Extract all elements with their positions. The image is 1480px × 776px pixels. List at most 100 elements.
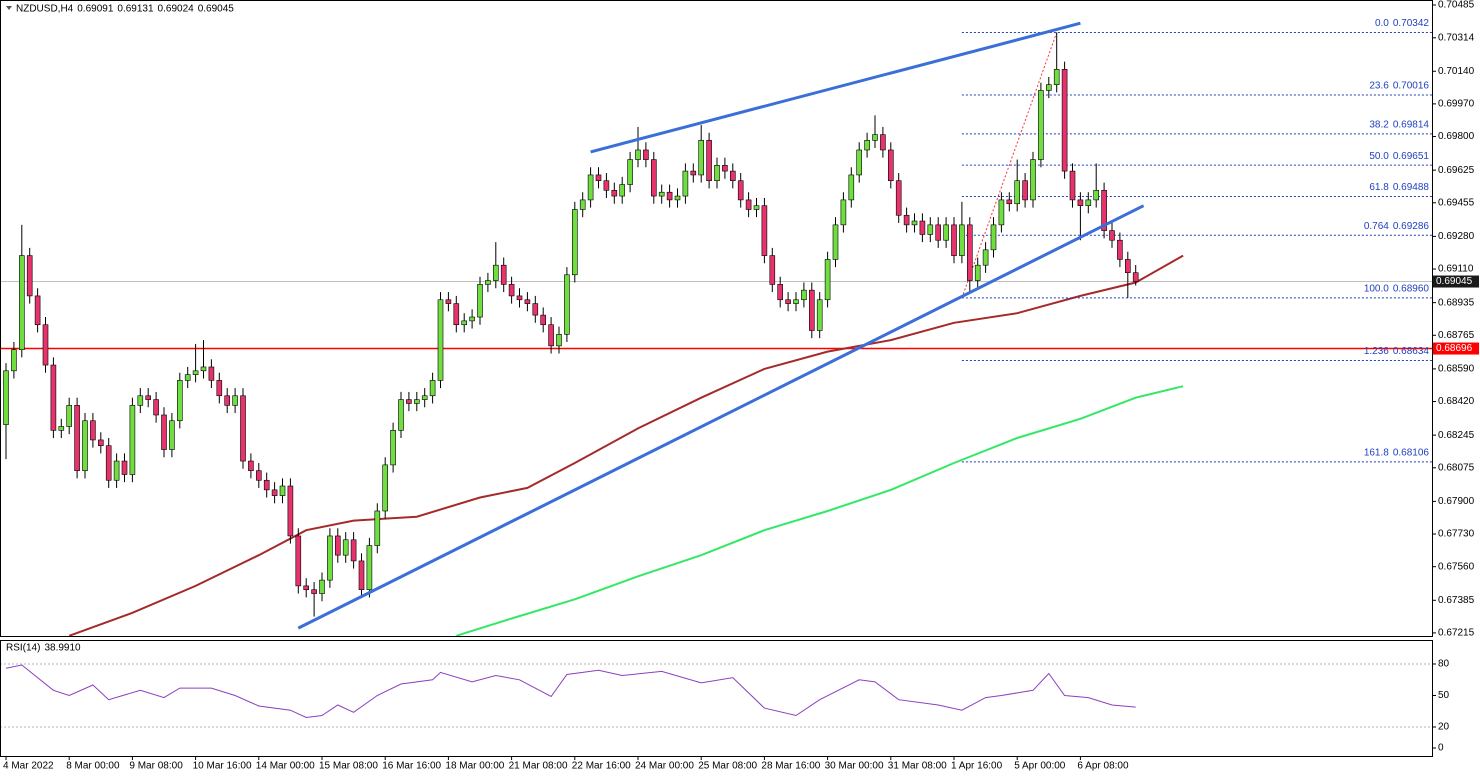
fib-value: 0.68960 xyxy=(1393,283,1430,294)
fib-level-label: 23.6 xyxy=(1369,81,1389,92)
candle-body xyxy=(872,134,878,141)
candle-body xyxy=(1053,69,1060,85)
candle-body xyxy=(714,165,720,181)
candle-body xyxy=(1069,170,1076,201)
candle-body xyxy=(1061,69,1068,172)
x-tick-label: 30 Mar 00:00 xyxy=(825,761,884,772)
candle-body xyxy=(1132,272,1139,282)
candle-body xyxy=(674,195,681,201)
candle-body xyxy=(935,224,942,241)
candle-body xyxy=(477,284,483,318)
x-tick-label: 25 Mar 08:00 xyxy=(698,761,757,772)
y-tick-label: 0.69455 xyxy=(1438,197,1475,208)
y-tick-label: 0.70314 xyxy=(1438,32,1475,43)
symbol-icon xyxy=(6,6,12,10)
candle-body xyxy=(516,295,523,301)
y-tick-label: 80 xyxy=(1438,659,1450,670)
candle-body xyxy=(90,420,96,441)
x-tick-label: 31 Mar 08:00 xyxy=(888,761,947,772)
candle-body xyxy=(1085,199,1092,206)
y-tick-label: 0.68075 xyxy=(1438,462,1475,473)
candle-body xyxy=(66,405,72,427)
candle-body xyxy=(627,159,633,185)
candle-body xyxy=(571,209,578,276)
y-tick-label: 0.69625 xyxy=(1438,165,1475,176)
fib-value: 0.69814 xyxy=(1393,119,1430,130)
moving-average xyxy=(68,254,1184,636)
y-tick-label: 0.68765 xyxy=(1438,330,1475,341)
fib-level-label: 0.764 xyxy=(1364,221,1389,232)
candle-body xyxy=(453,303,460,326)
candle-body xyxy=(429,380,436,397)
candle-body xyxy=(524,299,531,304)
candle-body xyxy=(240,395,246,462)
candle-body xyxy=(208,366,215,381)
y-tick-label: 0.68245 xyxy=(1438,430,1475,441)
candle-body xyxy=(745,199,752,210)
x-tick-label: 14 Mar 00:00 xyxy=(256,761,315,772)
y-tick-label: 20 xyxy=(1438,722,1450,733)
rsi-plot xyxy=(1,663,1432,728)
x-tick-label: 22 Mar 16:00 xyxy=(572,761,631,772)
candle-body xyxy=(129,405,136,475)
candle-body xyxy=(951,224,957,256)
fib-value: 0.69286 xyxy=(1393,221,1430,232)
candle-body xyxy=(113,460,120,481)
price-label: 0.68696 xyxy=(1436,343,1473,354)
candle-body xyxy=(216,380,223,397)
candle-body xyxy=(3,370,9,425)
fib-value: 0.69651 xyxy=(1393,151,1430,162)
fib-value: 0.70342 xyxy=(1393,18,1430,29)
candle-body xyxy=(619,184,626,197)
y-tick-label: 0.67900 xyxy=(1438,496,1475,507)
candle-body xyxy=(903,214,910,226)
candle-body xyxy=(919,220,926,235)
candle-body xyxy=(808,289,815,331)
candle-body xyxy=(1117,239,1123,260)
candle-body xyxy=(11,349,17,372)
candle-body xyxy=(271,489,278,496)
candle-body xyxy=(1022,180,1028,201)
y-tick-label: 0.70140 xyxy=(1438,66,1475,77)
trendline xyxy=(590,21,1081,154)
rsi-title: RSI(14) xyxy=(6,643,40,654)
candle-body xyxy=(334,535,341,556)
candle-body xyxy=(492,264,499,281)
candle-body xyxy=(729,170,736,181)
header-text: 0.69131 xyxy=(117,4,154,15)
candle-body xyxy=(413,399,420,404)
candle-body xyxy=(287,485,294,537)
candle-body xyxy=(769,255,776,285)
fib-value: 0.70016 xyxy=(1393,81,1430,92)
price-label: 0.69045 xyxy=(1436,276,1473,287)
candle-body xyxy=(26,255,33,297)
candle-body xyxy=(153,399,159,416)
candle-body xyxy=(682,170,689,197)
candle-body xyxy=(82,420,88,471)
header-text: 0.69091 xyxy=(77,4,114,15)
candle-body xyxy=(469,316,475,322)
candle-body xyxy=(311,589,317,594)
x-tick-label: 28 Mar 16:00 xyxy=(761,761,820,772)
candle-body xyxy=(248,460,254,471)
candle-body xyxy=(445,299,452,304)
price-panel-frame xyxy=(0,0,1433,637)
fib-value: 0.69488 xyxy=(1393,182,1430,193)
candle-body xyxy=(58,426,65,431)
y-tick-label: 0.67385 xyxy=(1438,595,1475,606)
candle-body xyxy=(824,259,831,301)
candle-body xyxy=(698,140,705,176)
candle-body xyxy=(998,199,1005,226)
candle-body xyxy=(532,303,539,316)
y-tick-label: 0.69800 xyxy=(1438,131,1475,142)
candle-body xyxy=(848,174,855,201)
y-tick-label: 0.69970 xyxy=(1438,99,1475,110)
candle-body xyxy=(690,170,697,176)
candle-body xyxy=(587,174,594,201)
candle-body xyxy=(366,545,373,591)
x-tick-label: 4 Mar 2022 xyxy=(3,761,54,772)
candle-body xyxy=(342,539,349,556)
candle-body xyxy=(200,366,207,372)
candle-body xyxy=(74,405,80,471)
candle-body xyxy=(1109,230,1115,241)
